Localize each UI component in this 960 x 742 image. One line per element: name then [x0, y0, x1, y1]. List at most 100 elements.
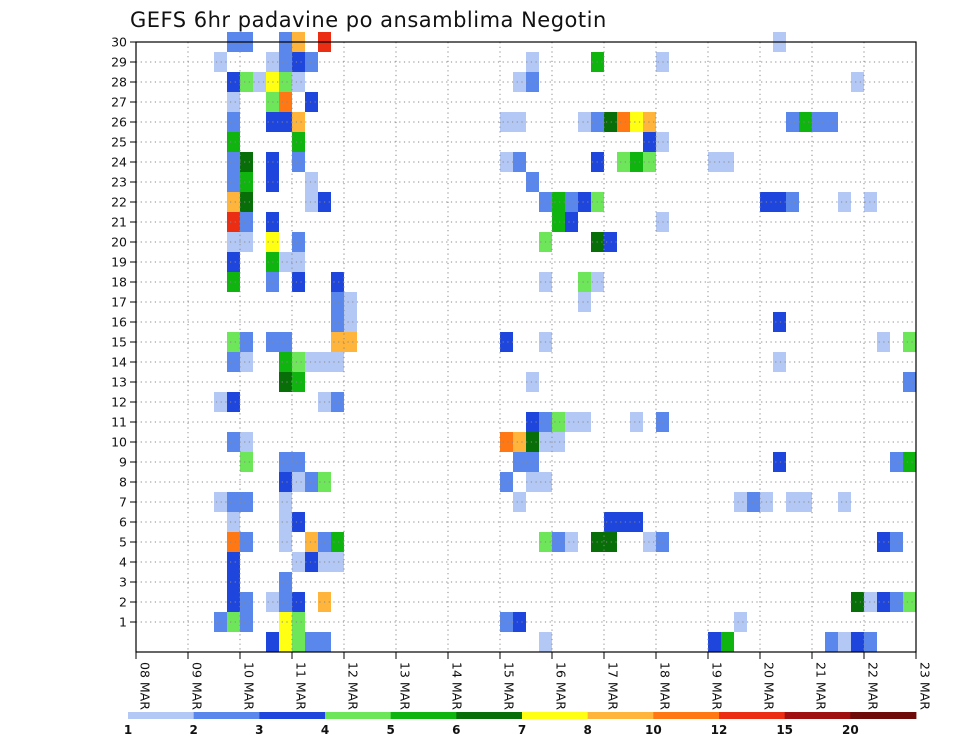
heatmap-cell — [552, 412, 565, 432]
x-tick-label: 23 MAR — [918, 662, 933, 710]
y-tick-label: 29 — [111, 55, 127, 70]
heatmap-cell — [305, 552, 318, 572]
heatmap-cell — [890, 452, 903, 472]
heatmap-cell — [630, 512, 643, 532]
heatmap-cell — [305, 532, 318, 552]
heatmap-cell — [240, 452, 253, 472]
y-tick-label: 15 — [111, 335, 127, 350]
heatmap-cell — [773, 352, 786, 372]
heatmap-cell — [331, 392, 344, 412]
heatmap-cell — [903, 452, 916, 472]
heatmap-cell — [617, 512, 630, 532]
heatmap-cell — [500, 472, 513, 492]
heatmap-cell — [851, 632, 864, 652]
x-tick-label: 22 MAR — [866, 662, 881, 710]
y-tick-label: 7 — [119, 495, 127, 510]
heatmap-cell — [292, 132, 305, 152]
heatmap-cell — [240, 152, 253, 172]
legend-label: 4 — [321, 723, 329, 737]
heatmap-cell — [227, 132, 240, 152]
heatmap-cell — [240, 432, 253, 452]
heatmap-cell — [786, 492, 799, 512]
heatmap-cell — [227, 352, 240, 372]
heatmap-cell — [578, 412, 591, 432]
heatmap-cell — [240, 192, 253, 212]
heatmap-cell — [227, 492, 240, 512]
heatmap-cell — [279, 632, 292, 652]
heatmap-cell — [864, 192, 877, 212]
heatmap-cell — [500, 112, 513, 132]
heatmap-cell — [279, 492, 292, 512]
legend-label: 2 — [189, 723, 197, 737]
y-tick-label: 22 — [111, 195, 127, 210]
heatmap-cell — [292, 512, 305, 532]
heatmap-cell — [630, 112, 643, 132]
heatmap-cell — [279, 472, 292, 492]
heatmap-cell — [513, 152, 526, 172]
heatmap-cell — [864, 592, 877, 612]
heatmap-cell — [279, 372, 292, 392]
heatmap-cell — [214, 52, 227, 72]
legend-swatch — [193, 712, 260, 719]
heatmap-cell — [331, 312, 344, 332]
heatmap-cell — [786, 112, 799, 132]
heatmap-cell — [851, 72, 864, 92]
heatmap-cell — [552, 532, 565, 552]
heatmap-cell — [240, 532, 253, 552]
heatmap-cell — [565, 192, 578, 212]
heatmap-cell — [279, 592, 292, 612]
heatmap-cell — [227, 152, 240, 172]
y-tick-label: 23 — [111, 175, 127, 190]
heatmap-cell — [344, 292, 357, 312]
heatmap-cell — [617, 152, 630, 172]
heatmap-cell — [240, 592, 253, 612]
heatmap-cell — [526, 452, 539, 472]
heatmap-cell — [279, 512, 292, 532]
x-tick-label: 14 MAR — [450, 662, 465, 710]
heatmap-cell — [292, 252, 305, 272]
heatmap-cell — [227, 572, 240, 592]
y-tick-label: 1 — [119, 615, 127, 630]
x-tick-label: 12 MAR — [346, 662, 361, 710]
heatmap-cell — [604, 112, 617, 132]
heatmap-cell — [578, 112, 591, 132]
grid-lines — [136, 41, 916, 652]
heatmap-cell — [305, 52, 318, 72]
heatmap-cell — [292, 452, 305, 472]
heatmap-cell — [240, 232, 253, 252]
y-tick-label: 18 — [111, 275, 127, 290]
heatmap-cell — [513, 452, 526, 472]
heatmap-cell — [838, 492, 851, 512]
x-tick-label: 08 MAR — [138, 662, 153, 710]
heatmap-cell — [617, 112, 630, 132]
heatmap-cell — [292, 592, 305, 612]
heatmap-cell — [526, 52, 539, 72]
heatmap-cell — [851, 592, 864, 612]
heatmap-cell — [513, 72, 526, 92]
heatmap-cell — [513, 112, 526, 132]
heatmap-cell — [500, 432, 513, 452]
legend-label: 6 — [452, 723, 460, 737]
heatmap-cell — [799, 112, 812, 132]
legend-swatch — [259, 712, 326, 719]
y-tick-label: 12 — [111, 395, 127, 410]
legend-swatch — [653, 712, 720, 719]
x-tick-label: 13 MAR — [398, 662, 413, 710]
heatmap-cell — [604, 532, 617, 552]
heatmap-cell — [747, 492, 760, 512]
heatmap-cell — [214, 612, 227, 632]
y-tick-label: 17 — [111, 295, 127, 310]
heatmap-cell — [721, 152, 734, 172]
y-tick-label: 21 — [111, 215, 127, 230]
heatmap-cell — [227, 232, 240, 252]
heatmap-cell — [331, 292, 344, 312]
heatmap-cell — [604, 512, 617, 532]
heatmap-cell — [331, 552, 344, 572]
heatmap-cell — [292, 272, 305, 292]
y-tick-label: 9 — [119, 455, 127, 470]
y-tick-label: 14 — [111, 355, 127, 370]
heatmap-cell — [734, 612, 747, 632]
legend-swatch — [456, 712, 523, 719]
heatmap-cell — [292, 112, 305, 132]
heatmap-cell — [240, 72, 253, 92]
